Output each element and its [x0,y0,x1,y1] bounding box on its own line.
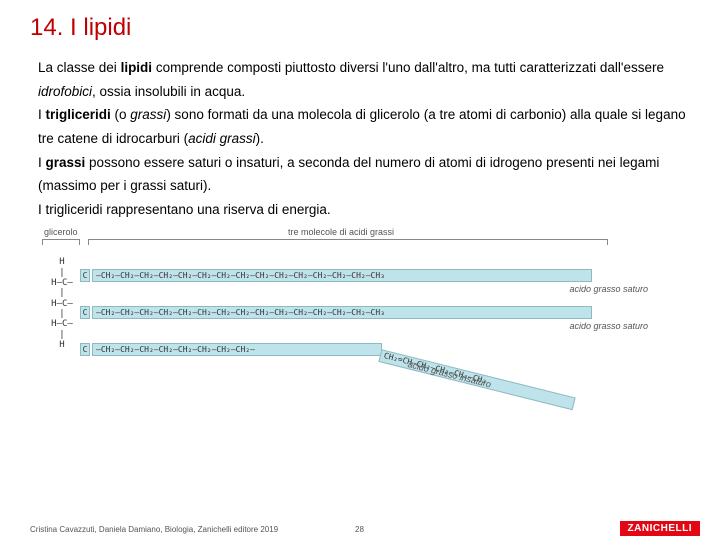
label-fatty-acids: tre molecole di acidi grassi [288,227,394,237]
triglyceride-diagram: glicerolo tre molecole di acidi grassi H… [38,229,678,404]
bracket-fatty [88,239,608,245]
label-saturo-1: acido grasso saturo [569,284,648,294]
footer-page-number: 28 [355,525,364,534]
footer: Cristina Cavazzuti, Daniela Damiano, Bio… [0,520,720,534]
chain-2-text: —CH₂—CH₂—CH₂—CH₂—CH₂—CH₂—CH₂—CH₂—CH₂—CH₂… [96,306,385,319]
chain-3-text-straight: —CH₂—CH₂—CH₂—CH₂—CH₂—CH₂—CH₂—CH₂— [96,343,255,356]
label-saturo-2: acido grasso saturo [569,321,648,331]
slide-body: La classe dei lipidi comprende composti … [30,56,690,221]
footer-citation: Cristina Cavazzuti, Daniela Damiano, Bio… [30,525,278,534]
glycerol-backbone: H | H—C— | H—C— | H—C— | H [44,257,80,350]
carbonyl-3: C [80,343,90,356]
slide-title: 14. I lipidi [30,14,690,42]
carbonyl-2: C [80,306,90,319]
label-glycerol: glicerolo [44,227,78,237]
chain-1-text: —CH₂—CH₂—CH₂—CH₂—CH₂—CH₂—CH₂—CH₂—CH₂—CH₂… [96,269,385,282]
bracket-glycerol [42,239,80,245]
publisher-logo: ZANICHELLI [620,521,700,536]
carbonyl-1: C [80,269,90,282]
